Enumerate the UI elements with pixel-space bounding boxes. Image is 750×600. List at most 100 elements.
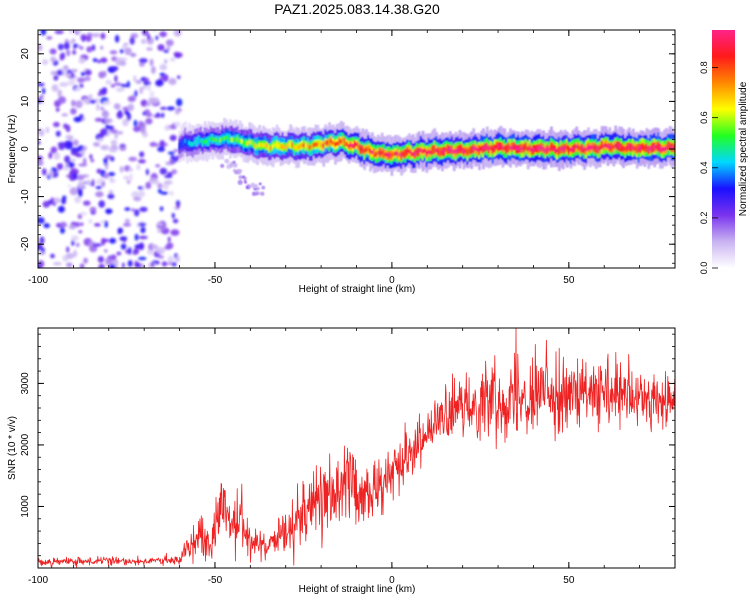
noise-blob — [105, 208, 113, 214]
noise-blob — [82, 157, 87, 166]
noise-blob — [153, 143, 160, 147]
x-tick-label: 0 — [389, 275, 395, 286]
noise-blob — [95, 181, 102, 185]
noise-blob — [38, 82, 45, 87]
ridge-peak — [592, 145, 596, 150]
ridge-peak — [563, 146, 567, 151]
colorbar-tick-label: 0.2 — [699, 212, 709, 225]
ridge-peak — [219, 138, 222, 143]
ridge-peak — [192, 141, 195, 146]
noise-blob — [97, 256, 105, 263]
ridge-peak — [271, 144, 275, 149]
noise-blob — [122, 223, 132, 227]
noise-blob — [100, 32, 106, 40]
noise-blob — [64, 155, 71, 163]
noise-blob — [138, 222, 147, 227]
ridge-peak — [254, 144, 258, 149]
noise-blob — [70, 151, 78, 156]
ridge-peak — [522, 145, 526, 150]
noise-blob — [119, 57, 128, 61]
sidelobe-blob — [251, 191, 257, 196]
sidelobe-blob — [255, 192, 259, 196]
ridge-peak — [542, 146, 546, 152]
noise-blob — [174, 52, 183, 58]
noise-blob — [79, 263, 85, 268]
noise-blob — [127, 95, 136, 102]
noise-blob — [139, 242, 145, 251]
noise-blob — [131, 191, 140, 198]
sidelobe-blob — [258, 182, 262, 186]
ridge-peak — [470, 147, 474, 153]
ridge-peak — [606, 143, 610, 149]
ridge-peak — [643, 145, 647, 151]
ridge-peak — [343, 140, 347, 146]
noise-blob — [155, 35, 159, 41]
colorbar-tick-label: 0.0 — [699, 262, 709, 275]
noise-blob — [50, 56, 57, 63]
sidelobe-blob — [224, 158, 230, 164]
noise-blob — [173, 30, 178, 36]
ridge-peak — [351, 143, 355, 149]
ridge-peak — [466, 150, 470, 155]
ridge-peak — [482, 146, 485, 151]
sidelobe-blob — [244, 180, 247, 184]
noise-blob — [160, 106, 167, 110]
noise-blob — [108, 189, 114, 195]
ridge-peak — [186, 141, 189, 146]
noise-blob — [98, 137, 104, 142]
ridge-peak — [209, 136, 213, 142]
noise-blob — [138, 186, 143, 190]
ridge-peak — [579, 146, 583, 151]
snr-y-axis: 1000 2000 3000 — [20, 333, 675, 569]
noise-blob — [159, 76, 166, 80]
ridge-peak — [672, 145, 675, 150]
noise-blob — [79, 114, 84, 119]
noise-blob — [110, 129, 118, 134]
ridge-peak — [396, 151, 400, 156]
noise-blob — [145, 112, 153, 118]
noise-blob — [111, 66, 119, 71]
noise-blob — [56, 163, 64, 170]
noise-blob — [113, 103, 121, 110]
noise-blob — [127, 260, 133, 267]
noise-blob — [105, 124, 110, 130]
ridge-peak — [227, 136, 230, 141]
noise-blob — [93, 142, 100, 147]
ridge-peak — [633, 146, 637, 151]
ridge-peak — [410, 151, 413, 155]
ridge-peak — [519, 147, 522, 152]
ridge-peak — [320, 142, 324, 148]
noise-blob — [55, 130, 61, 137]
ridge-peak — [460, 146, 464, 151]
noise-blob — [77, 213, 83, 220]
noise-blob — [167, 255, 174, 264]
noise-blob — [171, 169, 177, 175]
noise-blob — [76, 30, 82, 33]
noise-blob — [143, 78, 150, 82]
noise-blob — [110, 83, 116, 88]
ridge-peak — [402, 152, 405, 157]
ridge-peak — [620, 145, 623, 150]
noise-blob — [81, 148, 85, 157]
ridge-peak — [575, 144, 579, 149]
ridge-peak — [431, 147, 435, 152]
colorbar: 0.0 0.2 0.4 0.6 0.8 Normalized spectral ampl… — [699, 30, 749, 274]
ridge-peak — [577, 145, 581, 150]
noise-blob — [63, 166, 70, 171]
noise-blob — [123, 175, 131, 180]
noise-blob — [119, 166, 124, 173]
noise-blob — [160, 224, 167, 231]
noise-blob — [65, 163, 70, 168]
ridge-peak — [388, 153, 392, 158]
noise-blob — [126, 180, 131, 184]
ridge-peak — [361, 147, 365, 152]
snr-series-line — [38, 328, 675, 568]
noise-blob — [96, 178, 105, 182]
ridge-peak — [363, 148, 367, 153]
noise-blob — [134, 233, 139, 241]
noise-blob — [60, 227, 65, 234]
ridge-peak — [604, 143, 608, 148]
ridge-peak — [382, 151, 386, 156]
ridge-peak — [591, 144, 594, 150]
noise-blob — [56, 69, 63, 76]
